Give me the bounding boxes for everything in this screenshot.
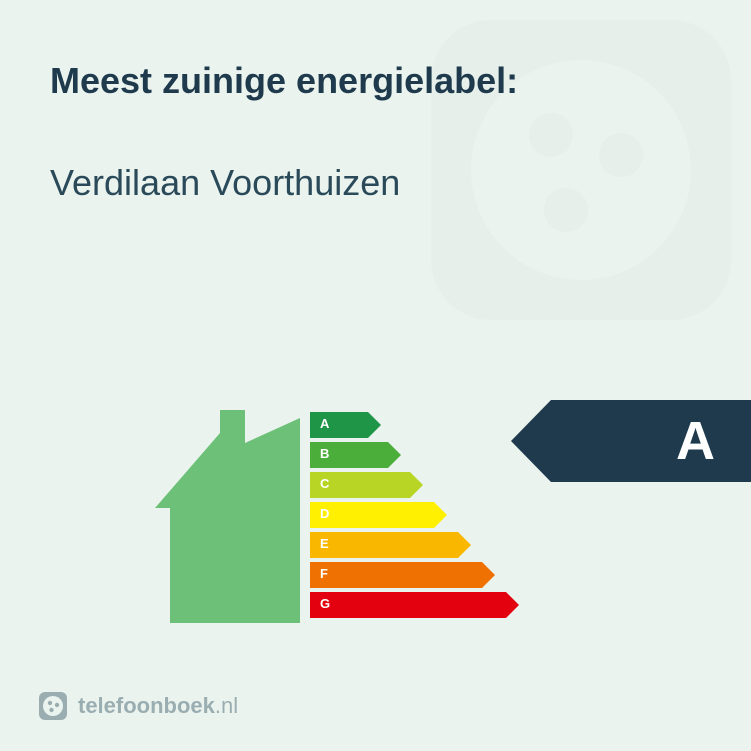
energy-bar-label: E — [320, 536, 329, 551]
page-title: Meest zuinige energielabel: — [50, 60, 701, 102]
energy-bar-label: D — [320, 506, 329, 521]
rating-badge: A — [511, 400, 751, 482]
energy-bar-label: B — [320, 446, 329, 461]
footer: telefoonboek.nl — [38, 691, 238, 721]
footer-brand-thin: .nl — [215, 693, 238, 718]
content-panel: Meest zuinige energielabel: Verdilaan Vo… — [0, 0, 751, 751]
energy-label-chart: ABCDEFG — [160, 398, 540, 628]
rating-letter: A — [676, 410, 715, 472]
energy-bar-label: A — [320, 416, 329, 431]
energy-bar-label: C — [320, 476, 329, 491]
page-subtitle: Verdilaan Voorthuizen — [50, 162, 701, 204]
house-icon — [150, 398, 310, 628]
footer-brand-bold: telefoonboek — [78, 693, 215, 718]
footer-logo-icon — [38, 691, 68, 721]
energy-bar-label: F — [320, 566, 328, 581]
energy-bar-label: G — [320, 596, 330, 611]
footer-brand: telefoonboek.nl — [78, 693, 238, 719]
